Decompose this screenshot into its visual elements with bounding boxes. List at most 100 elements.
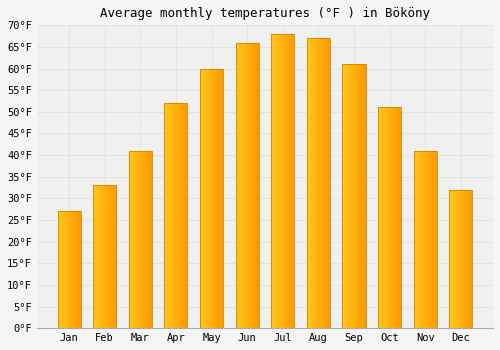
Bar	[73, 211, 74, 328]
Bar	[61, 211, 62, 328]
Bar	[451, 190, 452, 328]
Bar	[390, 107, 392, 328]
Bar	[186, 103, 187, 328]
Bar	[433, 151, 434, 328]
Bar	[175, 103, 176, 328]
Bar	[131, 151, 132, 328]
Bar	[449, 190, 450, 328]
Bar	[426, 151, 427, 328]
Bar	[99, 186, 100, 328]
Bar	[384, 107, 385, 328]
Bar	[58, 211, 80, 328]
Bar	[135, 151, 136, 328]
Bar	[222, 69, 223, 328]
Bar	[244, 43, 245, 328]
Bar	[458, 190, 459, 328]
Bar	[350, 64, 351, 328]
Bar	[58, 211, 59, 328]
Bar	[307, 38, 330, 328]
Bar	[399, 107, 400, 328]
Bar	[465, 190, 466, 328]
Bar	[139, 151, 140, 328]
Bar	[463, 190, 464, 328]
Bar	[278, 34, 280, 328]
Bar	[311, 38, 312, 328]
Bar	[352, 64, 353, 328]
Bar	[308, 38, 309, 328]
Bar	[138, 151, 139, 328]
Bar	[282, 34, 284, 328]
Bar	[347, 64, 348, 328]
Bar	[174, 103, 175, 328]
Bar	[247, 43, 248, 328]
Bar	[310, 38, 311, 328]
Bar	[63, 211, 64, 328]
Bar	[102, 186, 103, 328]
Bar	[136, 151, 137, 328]
Bar	[148, 151, 149, 328]
Bar	[71, 211, 72, 328]
Bar	[212, 69, 214, 328]
Bar	[132, 151, 133, 328]
Bar	[471, 190, 472, 328]
Bar	[289, 34, 290, 328]
Bar	[178, 103, 179, 328]
Bar	[459, 190, 460, 328]
Bar	[364, 64, 365, 328]
Bar	[169, 103, 170, 328]
Bar	[173, 103, 174, 328]
Bar	[143, 151, 144, 328]
Bar	[393, 107, 394, 328]
Bar	[210, 69, 211, 328]
Bar	[417, 151, 418, 328]
Bar	[150, 151, 152, 328]
Bar	[388, 107, 389, 328]
Bar	[65, 211, 66, 328]
Bar	[62, 211, 63, 328]
Bar	[164, 103, 188, 328]
Bar	[243, 43, 244, 328]
Bar	[242, 43, 243, 328]
Bar	[387, 107, 388, 328]
Bar	[96, 186, 97, 328]
Bar	[343, 64, 344, 328]
Bar	[429, 151, 430, 328]
Bar	[218, 69, 219, 328]
Bar	[452, 190, 453, 328]
Bar	[130, 151, 131, 328]
Bar	[359, 64, 360, 328]
Bar	[98, 186, 99, 328]
Bar	[184, 103, 185, 328]
Bar	[64, 211, 65, 328]
Bar	[75, 211, 76, 328]
Bar	[209, 69, 210, 328]
Bar	[277, 34, 278, 328]
Bar	[431, 151, 432, 328]
Bar	[428, 151, 429, 328]
Bar	[468, 190, 469, 328]
Bar	[292, 34, 293, 328]
Bar	[101, 186, 102, 328]
Bar	[108, 186, 109, 328]
Bar	[327, 38, 328, 328]
Bar	[287, 34, 288, 328]
Bar	[427, 151, 428, 328]
Bar	[252, 43, 253, 328]
Bar	[271, 34, 272, 328]
Bar	[285, 34, 286, 328]
Bar	[181, 103, 182, 328]
Bar	[167, 103, 168, 328]
Bar	[200, 69, 223, 328]
Bar	[328, 38, 330, 328]
Bar	[249, 43, 250, 328]
Bar	[378, 107, 401, 328]
Bar	[354, 64, 355, 328]
Bar	[79, 211, 80, 328]
Bar	[93, 186, 94, 328]
Bar	[435, 151, 436, 328]
Bar	[241, 43, 242, 328]
Bar	[76, 211, 77, 328]
Bar	[425, 151, 426, 328]
Bar	[382, 107, 383, 328]
Bar	[77, 211, 78, 328]
